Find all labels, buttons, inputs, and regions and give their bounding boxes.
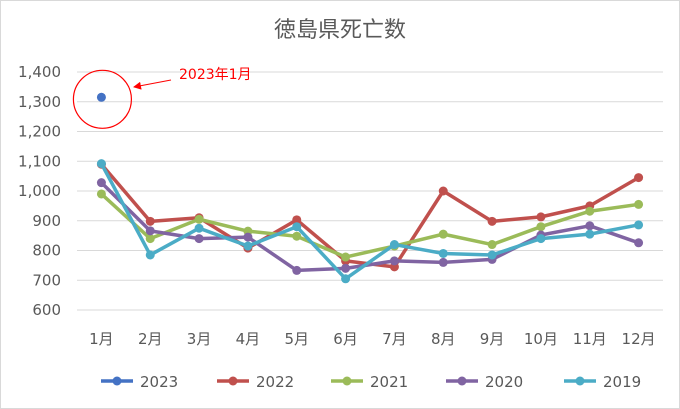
data-point [487, 240, 497, 250]
y-tick-label: 900 [32, 212, 61, 230]
x-tick-label: 3月 [187, 330, 212, 348]
legend-item-2022: 2022 [217, 373, 294, 391]
series-2022 [96, 159, 644, 272]
data-point [634, 238, 644, 248]
data-point [487, 216, 497, 226]
legend-label: 2019 [603, 373, 641, 391]
annotation-arrow [133, 79, 172, 90]
data-point [438, 229, 448, 239]
data-point [438, 186, 448, 196]
y-tick-label: 1,400 [18, 63, 61, 81]
series-line-2019 [99, 162, 639, 281]
legend: 2023 2022 2021 2020 2019 [101, 373, 641, 391]
legend-item-2021: 2021 [331, 373, 408, 391]
series-layer [96, 92, 644, 284]
legend-swatch-marker [457, 376, 467, 386]
y-tick-label: 700 [32, 271, 61, 289]
legend-label: 2023 [140, 373, 178, 391]
x-tick-label: 4月 [236, 330, 261, 348]
annotation-label: 2023年1月 [179, 67, 252, 83]
legend-item-2019: 2019 [564, 373, 641, 391]
x-tick-label: 5月 [284, 330, 309, 348]
y-tick-label: 800 [32, 242, 61, 260]
annotation-layer: 2023年1月 [72, 67, 252, 129]
series-line-2021 [100, 192, 639, 259]
data-point [292, 215, 302, 225]
legend-item-2020: 2020 [446, 373, 523, 391]
data-point [194, 234, 204, 244]
data-point [536, 212, 546, 222]
data-point [341, 263, 351, 273]
y-tick-label: 600 [32, 301, 61, 319]
y-tick-label: 1,100 [18, 152, 61, 170]
data-point [145, 226, 155, 236]
y-tick-label: 1,300 [18, 93, 61, 111]
x-tick-label: 9月 [480, 330, 505, 348]
data-point [341, 252, 351, 262]
series-2023 [96, 92, 106, 102]
data-point [292, 222, 302, 232]
data-point [243, 232, 253, 242]
data-point [536, 222, 546, 232]
legend-label: 2022 [256, 373, 294, 391]
data-point [194, 223, 204, 233]
legend-swatch-marker [342, 376, 352, 386]
data-point [536, 234, 546, 244]
series-line-2020 [100, 181, 640, 273]
data-point [96, 92, 106, 102]
legend-swatch-marker [228, 376, 238, 386]
legend-swatch-marker [575, 376, 585, 386]
x-axis-tick-labels: 1月 2月 3月 4月 5月 6月 7月 8月 9月 10月 11月 12月 [89, 330, 655, 348]
data-point [438, 248, 448, 258]
x-tick-label: 2月 [138, 330, 163, 348]
data-point [634, 173, 644, 183]
data-point [585, 206, 595, 216]
data-point [96, 159, 106, 169]
data-point [585, 229, 595, 239]
data-point [292, 231, 302, 241]
chart-title: 徳島県死亡数 [274, 18, 406, 43]
legend-item-2023: 2023 [101, 373, 178, 391]
annotation-circle [72, 69, 133, 129]
y-tick-label: 1,000 [18, 182, 61, 200]
data-point [145, 250, 155, 260]
x-tick-label: 10月 [524, 330, 558, 348]
data-point [487, 250, 497, 260]
y-axis-tick-labels: 600 700 800 900 1,000 1,100 1,200 1,300 1,400 [18, 63, 61, 319]
legend-label: 2020 [485, 373, 523, 391]
data-point [145, 216, 155, 226]
data-point [438, 257, 448, 267]
data-point [96, 178, 106, 188]
x-tick-label: 8月 [431, 330, 456, 348]
x-tick-label: 12月 [622, 330, 656, 348]
data-point [634, 220, 644, 230]
data-point [634, 199, 644, 209]
data-point [243, 241, 253, 251]
data-point [292, 265, 302, 275]
data-point [194, 214, 204, 224]
data-point [341, 274, 351, 284]
x-tick-label: 7月 [382, 330, 407, 348]
data-point [96, 189, 106, 199]
x-tick-label: 1月 [89, 330, 114, 348]
gridlines [77, 71, 663, 311]
legend-swatch-marker [112, 376, 122, 386]
y-tick-label: 1,200 [18, 123, 61, 141]
data-point [389, 256, 399, 266]
x-tick-label: 11月 [573, 330, 607, 348]
legend-label: 2021 [370, 373, 408, 391]
data-point [585, 221, 595, 231]
data-point [389, 240, 399, 250]
series-2019 [96, 159, 644, 284]
data-point [145, 234, 155, 244]
x-tick-label: 6月 [333, 330, 358, 348]
